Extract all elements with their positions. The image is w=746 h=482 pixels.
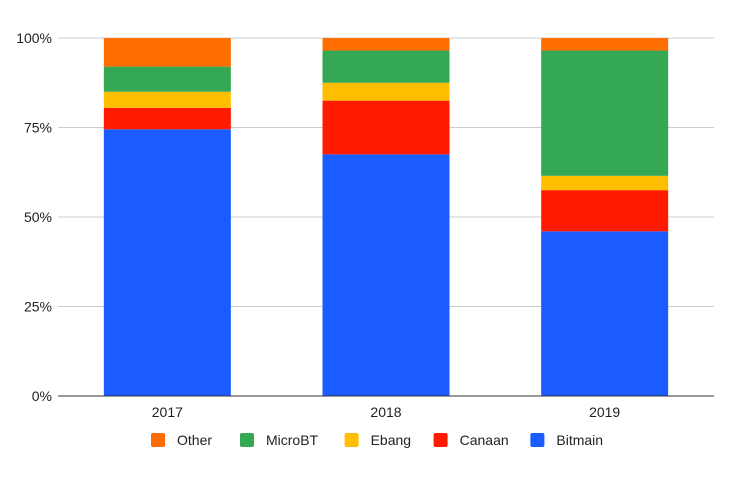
legend-item-canaan[interactable]: Canaan [433,432,509,448]
legend-label: Other [177,432,212,448]
bar-segment-microbt-2018[interactable] [322,50,450,83]
legend-label: Canaan [460,432,509,448]
y-tick-label: 100% [16,30,52,46]
legend-item-microbt[interactable]: MicroBT [240,432,319,448]
bar-segment-ebang-2019[interactable] [541,175,669,191]
legend-swatch [344,433,359,447]
y-tick-label: 50% [24,209,52,225]
bar-segment-bitmain-2019[interactable] [541,231,669,396]
bar-segment-bitmain-2018[interactable] [322,154,450,396]
legend-label: MicroBT [266,432,319,448]
bar-segment-microbt-2017[interactable] [103,66,231,92]
x-tick-label: 2019 [589,404,620,420]
bar-segment-canaan-2017[interactable] [103,107,231,130]
legend-swatch [433,433,448,447]
legend-swatch [151,433,165,447]
x-axis-ticks: 2017 2018 2019 [152,404,621,420]
legend-item-other[interactable]: Other [151,432,212,448]
bar-segment-microbt-2019[interactable] [541,50,669,176]
bar-segment-other-2019[interactable] [541,38,669,51]
bars [103,38,669,397]
legend[interactable]: Other MicroBT Ebang Canaan Bitmain [151,432,603,448]
y-tick-label: 25% [24,299,52,315]
bar-segment-canaan-2018[interactable] [322,100,450,155]
legend-item-ebang[interactable]: Ebang [344,432,411,448]
y-axis-ticks: 0% 25% 50% 75% 100% [16,30,52,404]
bar-segment-bitmain-2017[interactable] [103,129,231,397]
bar-segment-ebang-2018[interactable] [322,82,450,101]
legend-item-bitmain[interactable]: Bitmain [530,432,603,448]
legend-swatch [530,433,545,447]
bar-segment-ebang-2017[interactable] [103,91,231,108]
bar-segment-other-2018[interactable] [322,38,450,51]
y-tick-label: 75% [24,120,52,136]
legend-label: Bitmain [556,432,603,448]
bar-segment-other-2017[interactable] [103,38,231,67]
x-tick-label: 2018 [370,404,401,420]
bar-segment-canaan-2019[interactable] [541,190,669,232]
y-tick-label: 0% [32,388,52,404]
legend-swatch [240,433,254,447]
legend-label: Ebang [371,432,411,448]
x-tick-label: 2017 [152,404,183,420]
